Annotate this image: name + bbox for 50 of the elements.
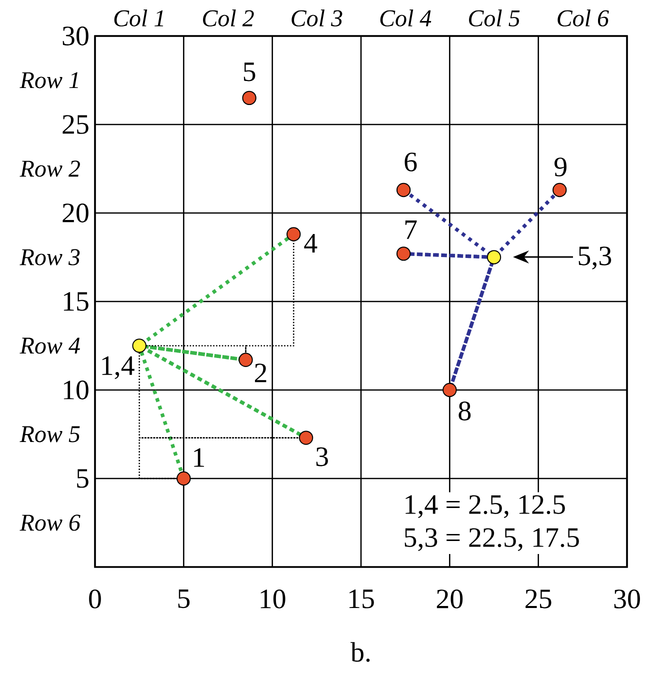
x-tick-label: 10 <box>260 590 286 608</box>
annotation: 1,4 = 2.5, 12.5 <box>406 495 565 518</box>
annotation: 5,3 = 22.5, 17.5 <box>404 528 579 552</box>
point <box>238 352 253 368</box>
y-tick-label: 30 <box>62 26 88 46</box>
y-tick-label: 5 <box>77 469 88 488</box>
y-tick-label: 25 <box>62 115 88 134</box>
point <box>242 90 256 106</box>
text: Col 2 <box>203 10 254 26</box>
point <box>286 227 301 242</box>
text: Col 6 <box>558 10 609 26</box>
point <box>442 382 457 398</box>
point <box>396 182 411 198</box>
x-tick-label: 5 <box>178 590 190 608</box>
text: Col 4 <box>380 10 432 26</box>
y-tick-label: 20 <box>62 204 88 222</box>
annotation: 5,3 <box>578 246 612 270</box>
point <box>298 430 314 445</box>
annotation: 6 <box>404 152 417 172</box>
text: Row 2 <box>20 160 80 177</box>
annotation: 2 <box>254 364 266 382</box>
x-tick-label: 0 <box>89 590 101 608</box>
text: Row 3 <box>20 249 80 266</box>
annotation: 1,4 <box>102 356 134 380</box>
x-tick-label: 25 <box>526 590 552 608</box>
point <box>396 246 411 261</box>
annotation: 5 <box>244 62 256 82</box>
point <box>486 250 502 264</box>
text: Col 1 <box>114 10 164 26</box>
point <box>176 471 191 486</box>
x-tick-label: 15 <box>349 590 374 608</box>
y-tick-label: 10 <box>64 380 88 400</box>
annotation: 4 <box>304 234 318 252</box>
annotation: 3 <box>316 447 328 466</box>
annotation: 7 <box>405 220 417 239</box>
annotation: 9 <box>554 158 566 176</box>
annotation: 1 <box>194 448 204 467</box>
point <box>552 182 567 198</box>
x-tick-label: 30 <box>614 590 640 608</box>
text: Row 4 <box>20 338 80 354</box>
point <box>132 338 146 353</box>
text: Col 5 <box>469 10 520 26</box>
y-tick-label: 15 <box>64 292 88 311</box>
text: Row 6 <box>20 514 80 531</box>
text: Col 3 <box>292 10 342 26</box>
text: Row 5 <box>20 426 80 442</box>
x-tick-label: 20 <box>436 590 463 608</box>
text: Row 1 <box>20 72 78 88</box>
annotation: 8 <box>458 402 471 420</box>
text: b. <box>350 642 370 662</box>
